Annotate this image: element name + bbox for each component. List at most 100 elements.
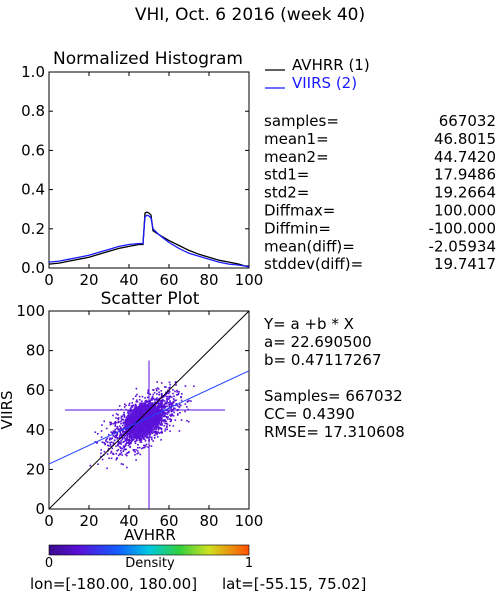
scatter-ytick-label: 80 (26, 342, 45, 360)
scatter-point (178, 390, 180, 393)
scatter-point (124, 439, 127, 442)
scatter-point (160, 412, 163, 414)
scatter-point (114, 424, 117, 426)
scatter-point (134, 440, 137, 443)
scatter-point (113, 430, 116, 433)
scatter-point (120, 435, 123, 438)
legend-viirs-label: VIIRS (2) (292, 74, 357, 92)
scatter-point (147, 390, 150, 393)
scatter-point (160, 417, 162, 419)
scatter-point (163, 425, 166, 427)
scatter-point (135, 459, 137, 461)
scatter-point (133, 449, 136, 451)
stat-label: std1= (264, 166, 309, 184)
scatter-point (163, 420, 165, 423)
scatter-point (141, 402, 143, 405)
scatter-point (168, 405, 171, 407)
scatter-point (117, 414, 119, 416)
histogram-xtick-label: 0 (44, 271, 54, 289)
scatter-point (164, 412, 167, 415)
scatter-point (103, 442, 106, 445)
scatter-point (144, 401, 146, 403)
scatter-point (106, 453, 109, 455)
scatter-point (155, 403, 157, 406)
scatter-point (159, 427, 161, 429)
scatter-point (160, 439, 162, 441)
scatter-point (157, 398, 160, 400)
scatter-point (171, 402, 173, 405)
scatter-point (146, 396, 149, 399)
scatter-point (109, 441, 111, 444)
scatter-point (139, 402, 141, 405)
colorbar-label: Density (125, 556, 175, 571)
scatter-point (114, 430, 117, 433)
scatter-point (119, 430, 122, 433)
scatter-point (125, 442, 128, 444)
scatter-point (129, 410, 131, 412)
scatter-point (169, 430, 171, 432)
scatter-point (111, 437, 114, 439)
scatter-point (151, 399, 154, 401)
scatter-point (178, 430, 181, 432)
scatter-point (144, 435, 147, 438)
scatter-point (152, 389, 155, 391)
scatter-point (124, 403, 126, 406)
figure-title: VHI, Oct. 6 2016 (week 40) (135, 5, 365, 25)
scatter-point (117, 428, 120, 431)
scatter-point (168, 424, 171, 427)
scatter-point (170, 419, 173, 421)
scatter-point (117, 443, 119, 446)
scatter-point (108, 457, 110, 460)
scatter-point (141, 400, 143, 403)
scatter-point (129, 407, 132, 410)
histogram-axes: 0 20 40 60 80 100 0.0 0.2 0.4 0.6 0.8 1.0 (21, 63, 263, 289)
scatter-point (156, 387, 159, 389)
stat-value: 44.7420 (434, 148, 496, 166)
scatter-point (140, 439, 143, 442)
scatter-point (115, 417, 117, 419)
scatter-point (119, 428, 121, 430)
scatter-point (169, 418, 171, 420)
scatter-point (164, 405, 166, 408)
scatter-point (170, 408, 173, 411)
scatter-point (118, 441, 121, 443)
stat-label: stddev(diff)= (264, 255, 363, 273)
scatter-point (112, 414, 114, 417)
scatter-point (122, 436, 124, 439)
scatter-point (101, 441, 104, 443)
scatter-point (153, 391, 156, 394)
scatter-point (170, 404, 173, 407)
scatter-point (162, 411, 165, 413)
scatter-point (126, 452, 128, 454)
scatter-point (103, 420, 105, 423)
scatter-point (174, 407, 176, 410)
scatter-point (115, 435, 117, 437)
scatter-point (172, 389, 174, 391)
scatter-point (136, 450, 139, 452)
scatter-point (172, 404, 174, 407)
scatter-point (166, 399, 168, 402)
scatter-point (159, 399, 161, 402)
histogram-ytick-label: 0.2 (21, 220, 45, 238)
scatter-point (137, 452, 140, 454)
scatter-point (116, 434, 118, 436)
scatter-point (110, 450, 113, 453)
scatter-point (172, 410, 174, 412)
scatter-point (159, 431, 162, 434)
scatter-point (100, 455, 102, 458)
scatter-point (166, 413, 169, 415)
scatter-point (117, 418, 120, 421)
scatter-point (109, 421, 111, 424)
scatter-ytick-label: 40 (26, 421, 45, 439)
scatter-point (133, 436, 136, 439)
scatter-point (121, 437, 123, 439)
scatter-point (156, 389, 158, 392)
scatter-point (172, 407, 175, 409)
scatter-point (137, 437, 139, 439)
scatter-point (132, 439, 134, 442)
scatter-point (169, 395, 171, 398)
scatter-point (149, 433, 152, 436)
scatter-point (123, 445, 126, 447)
scatter-point (122, 445, 125, 447)
scatter-point (132, 398, 135, 400)
